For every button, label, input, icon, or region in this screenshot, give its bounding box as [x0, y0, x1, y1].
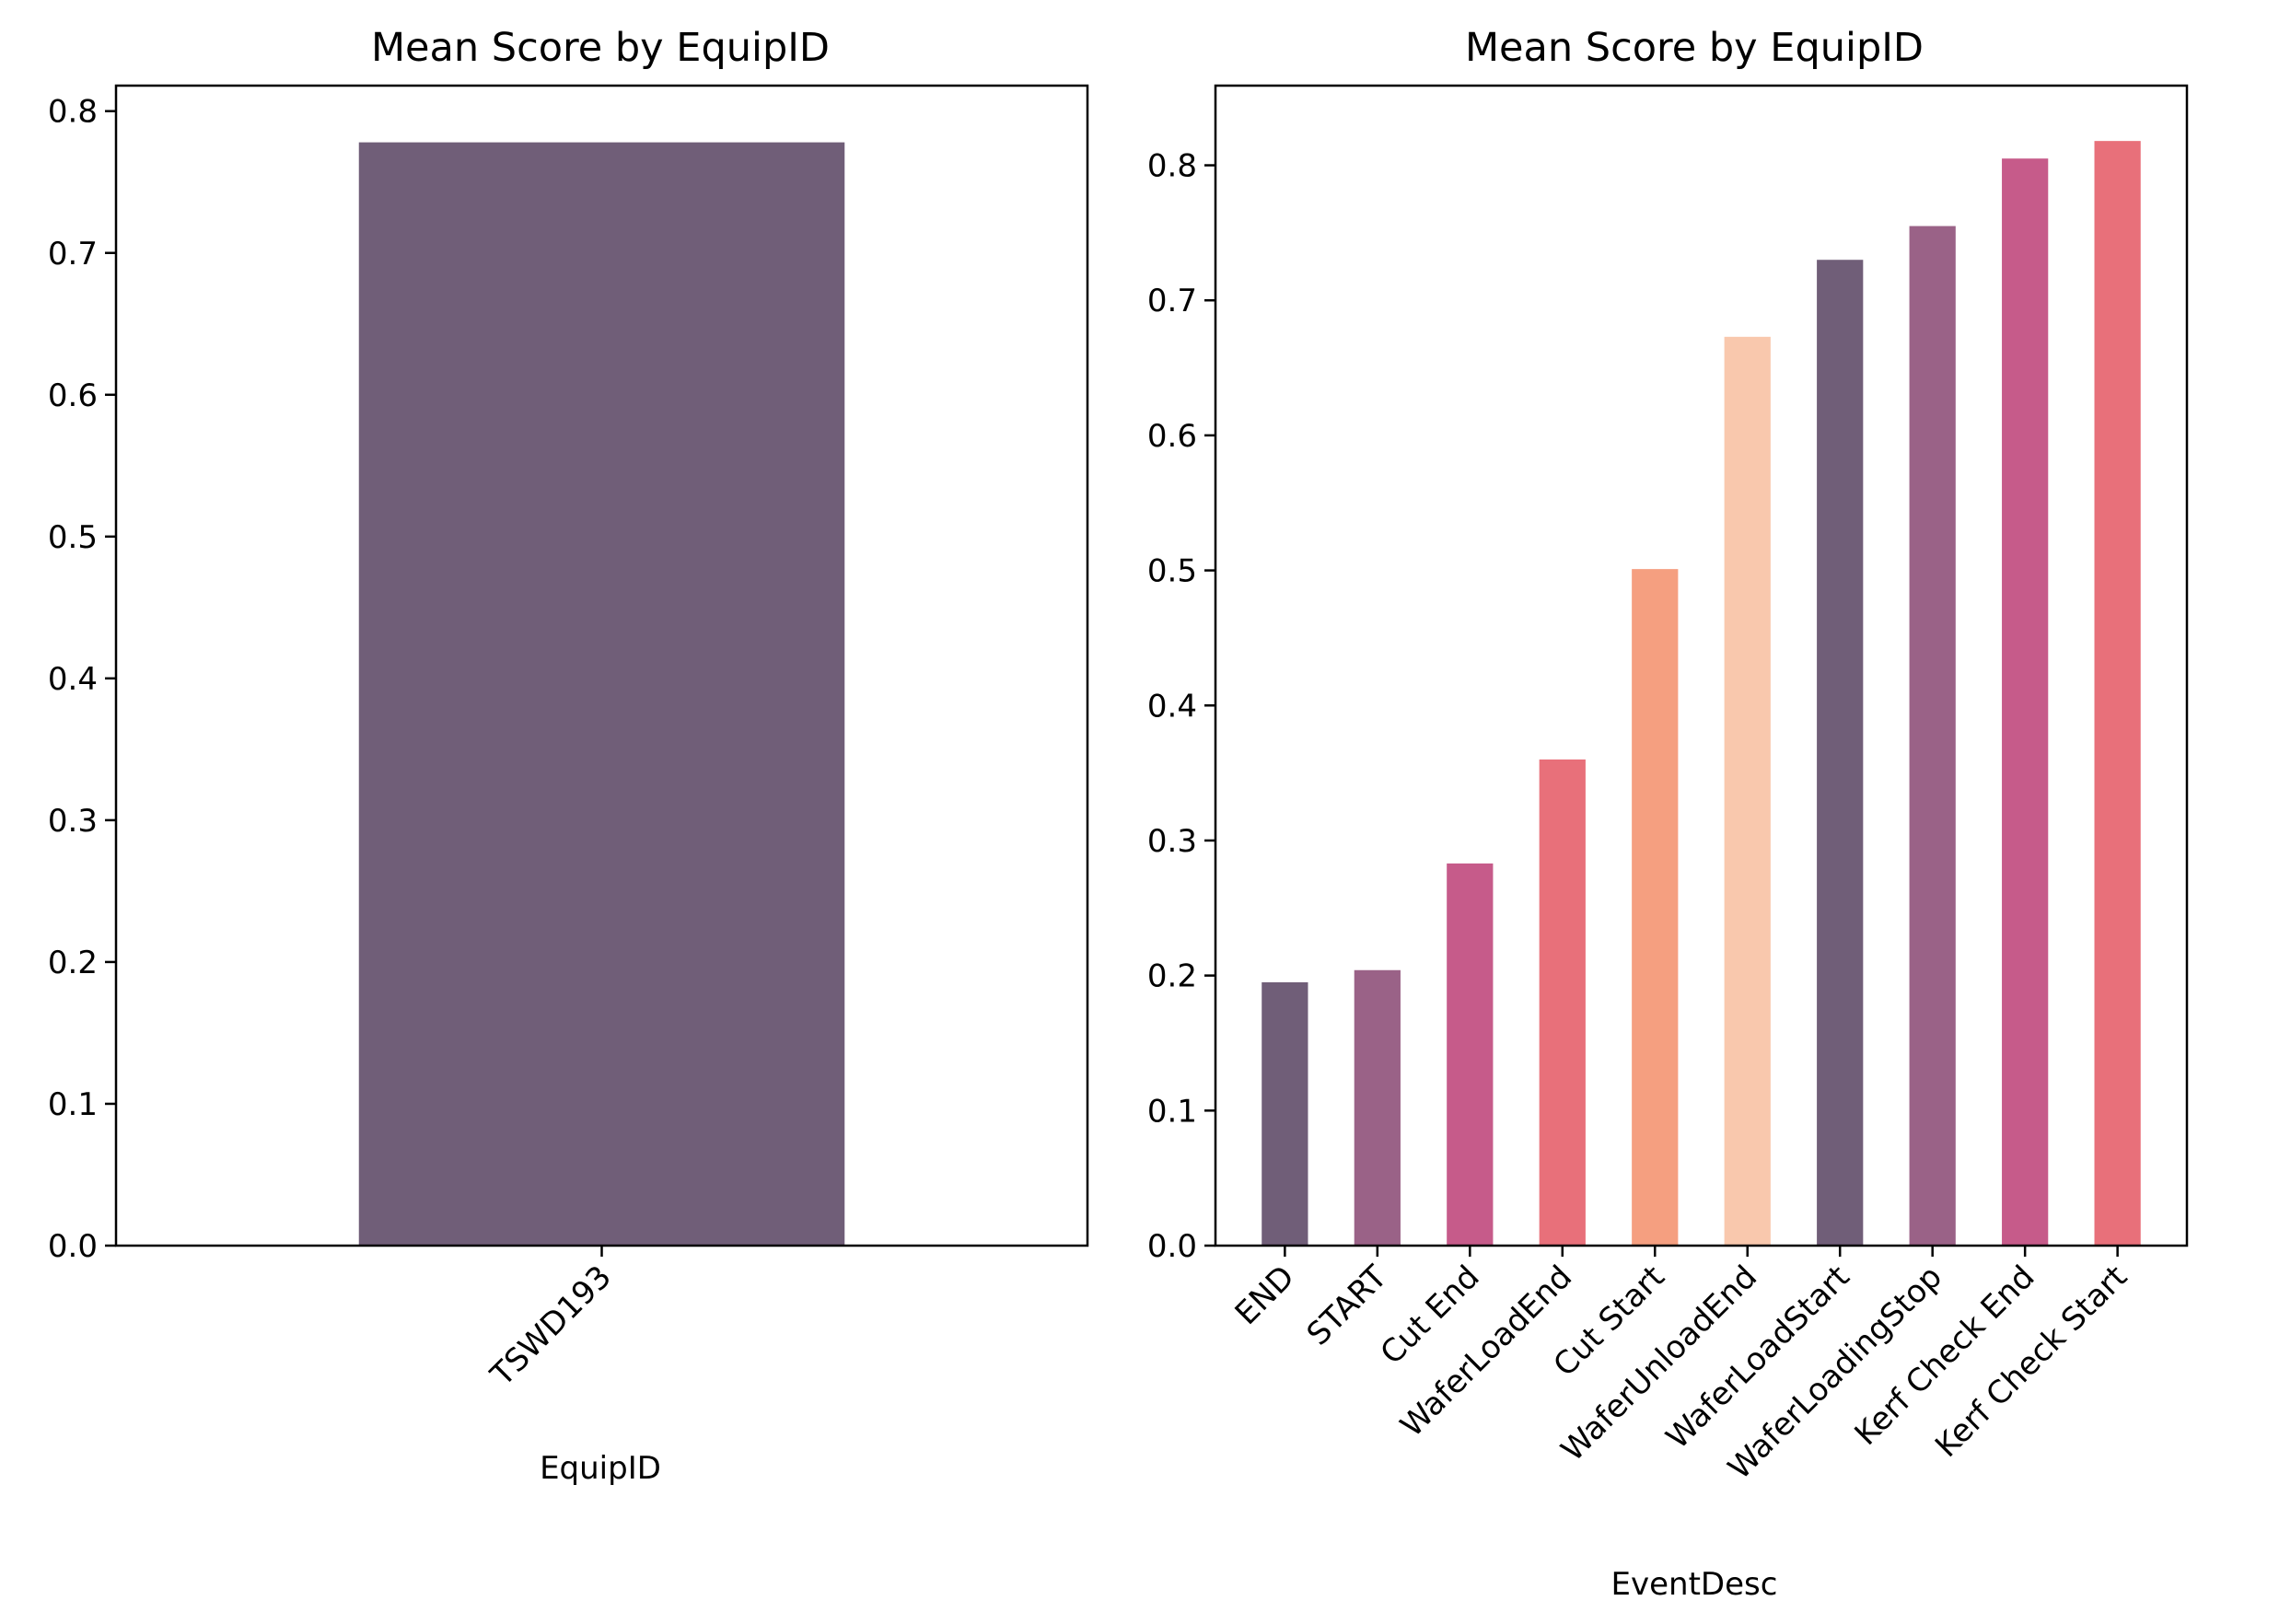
y-axis-ticks: 0.0 0.1 0.2 0.3 0.4 0.5 0.6 0.7 0.8	[1147, 148, 1215, 1265]
bar-kerf-check-end	[2002, 158, 2049, 1247]
y-axis-ticks: 0.0 0.1 0.2 0.3 0.4 0.5 0.6 0.7 0.8	[48, 94, 116, 1265]
y-tick-label: 0.1	[1147, 1093, 1197, 1130]
y-tick-label: 0.4	[1147, 688, 1197, 725]
y-tick-label: 0.8	[1147, 148, 1197, 185]
y-tick-label: 0.8	[48, 94, 98, 131]
bar-waferloadingstop	[1909, 226, 1956, 1247]
y-tick-label: 0.3	[1147, 823, 1197, 860]
bar-waferloadstart	[1817, 260, 1864, 1247]
x-axis-label: EquipID	[540, 1450, 661, 1487]
bar-kerf-check-start	[2094, 141, 2141, 1247]
bar-waferloadend	[1539, 759, 1586, 1246]
y-tick-label: 0.1	[48, 1086, 98, 1123]
y-tick-label: 0.7	[48, 236, 98, 273]
y-tick-label: 0.5	[48, 519, 98, 556]
chart-mean-score-by-equipid: Mean Score by EquipID 0.0 0.1 0.2 0.3 0.4 0.5…	[48, 25, 1089, 1487]
y-tick-label: 0.4	[48, 661, 98, 698]
y-tick-label: 0.6	[48, 377, 98, 414]
bars	[358, 142, 845, 1247]
y-tick-label: 0.0	[1147, 1228, 1197, 1265]
y-tick-label: 0.2	[1147, 958, 1197, 995]
bar-tswd193	[358, 142, 845, 1247]
plot-frame	[114, 84, 1089, 1247]
y-tick-label: 0.3	[48, 803, 98, 840]
x-axis-label: EventDesc	[1611, 1566, 1778, 1603]
chart-title: Mean Score by EquipID	[371, 25, 830, 71]
chart-title: Mean Score by EquipID	[1465, 25, 1924, 71]
y-tick-label: 0.6	[1147, 418, 1197, 455]
bar-cut-end	[1447, 863, 1494, 1246]
y-tick-label: 0.0	[48, 1228, 98, 1265]
plot-frame	[1214, 84, 2189, 1247]
bar-start	[1354, 969, 1401, 1246]
y-tick-label: 0.5	[1147, 553, 1197, 590]
bar-cut-start	[1632, 569, 1679, 1246]
bar-end	[1262, 981, 1308, 1246]
bars	[1262, 141, 2141, 1247]
bar-waferunloadend	[1724, 336, 1771, 1246]
y-tick-label: 0.2	[48, 945, 98, 981]
y-tick-label: 0.7	[1147, 283, 1197, 319]
